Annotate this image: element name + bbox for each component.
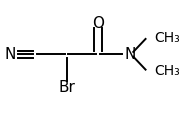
Text: N: N	[124, 47, 135, 62]
Text: O: O	[92, 16, 104, 31]
Text: Br: Br	[58, 80, 75, 95]
Text: CH₃: CH₃	[154, 64, 180, 78]
Text: CH₃: CH₃	[154, 31, 180, 45]
Text: N: N	[5, 47, 16, 62]
